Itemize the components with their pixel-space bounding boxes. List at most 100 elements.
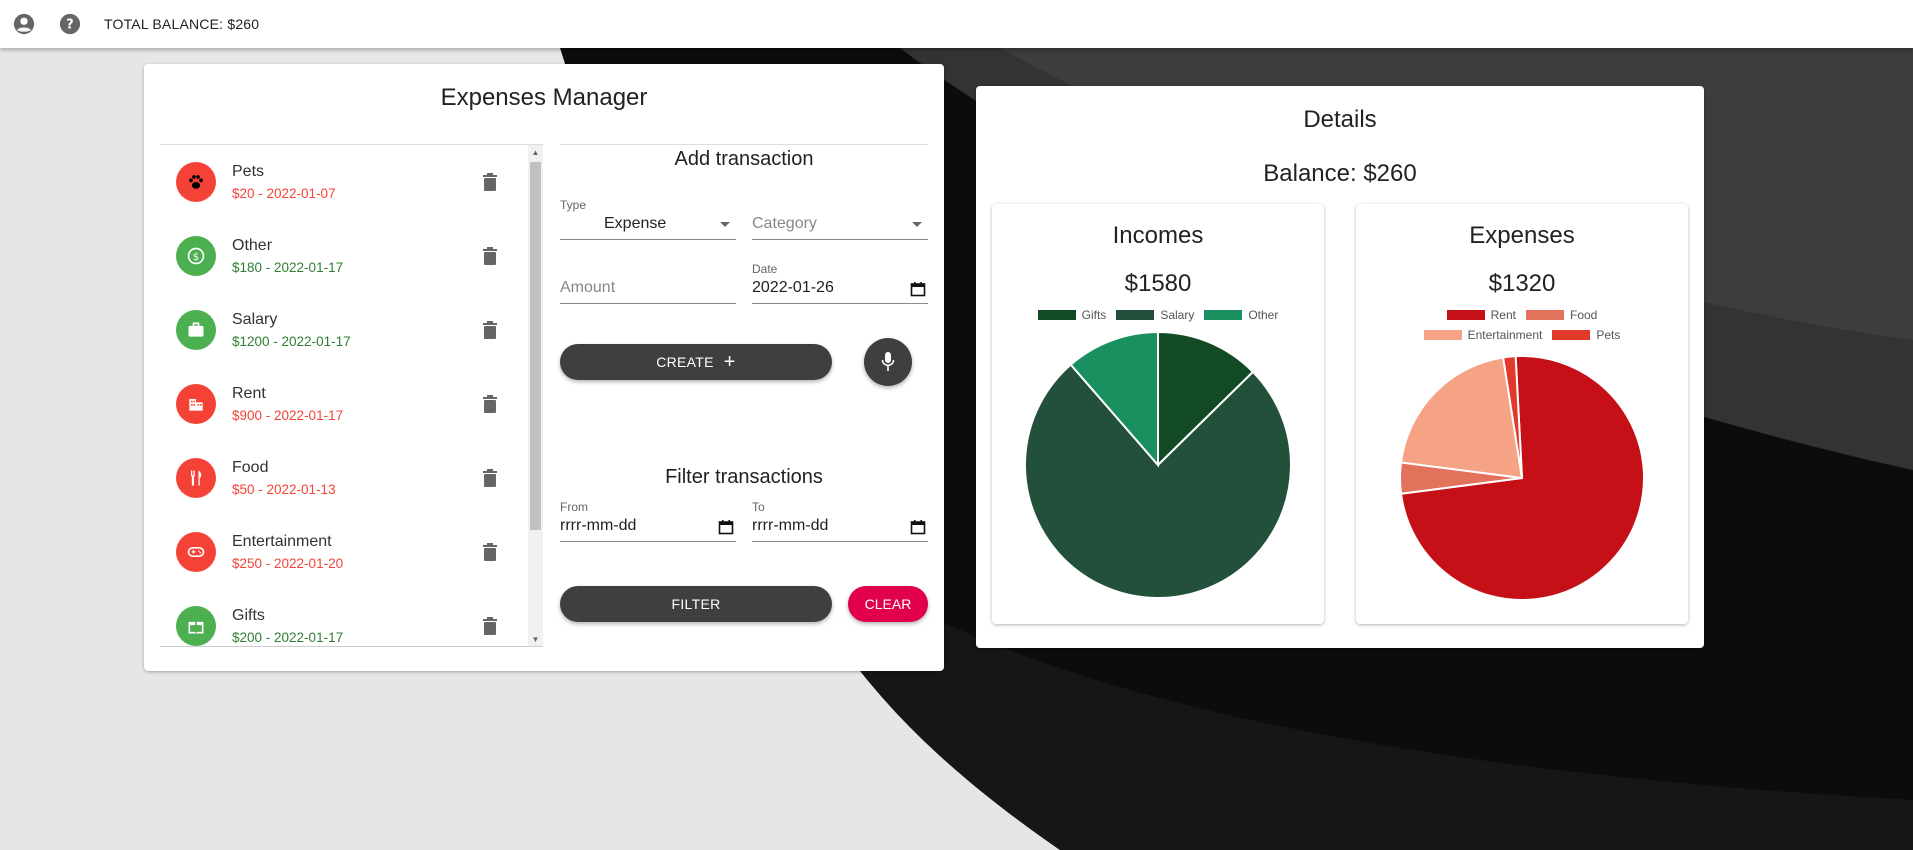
divider xyxy=(160,144,543,145)
legend-swatch xyxy=(1423,330,1462,340)
transaction-name: Salary xyxy=(232,311,278,328)
category-select[interactable]: Category xyxy=(752,210,928,240)
legend-label: Pets xyxy=(1596,328,1621,342)
transaction-amount-date: $200 - 2022-01-17 xyxy=(232,630,344,645)
legend-item[interactable]: Pets xyxy=(1552,328,1620,342)
incomes-pie-chart xyxy=(1024,330,1292,599)
incomes-card: Incomes $1580 Gifts Salary Other xyxy=(992,204,1324,624)
from-date-field[interactable]: rrrr-mm-dd xyxy=(560,512,736,542)
legend-item[interactable]: Rent xyxy=(1446,308,1516,322)
from-date-value: rrrr-mm-dd xyxy=(560,517,637,534)
legend-label: Gifts xyxy=(1081,308,1107,322)
help-icon[interactable]: ? xyxy=(58,12,82,36)
incomes-title: Incomes xyxy=(1112,222,1204,249)
legend-swatch xyxy=(1446,310,1485,320)
delete-icon[interactable] xyxy=(478,392,502,416)
scroll-down-arrow-icon[interactable]: ▼ xyxy=(531,635,540,644)
paw-icon xyxy=(176,162,216,202)
building-icon xyxy=(176,384,216,424)
incomes-legend: Gifts Salary Other xyxy=(992,308,1324,322)
transaction-list[interactable]: Pets $20 - 2022-01-07 $ Other $180 - 202… xyxy=(160,145,543,647)
delete-icon[interactable] xyxy=(478,614,502,638)
delete-icon[interactable] xyxy=(478,170,502,194)
clear-button[interactable]: CLEAR xyxy=(848,586,928,622)
plus-icon: + xyxy=(723,351,736,373)
legend-swatch xyxy=(1116,310,1155,320)
delete-icon[interactable] xyxy=(478,540,502,564)
category-placeholder: Category xyxy=(752,215,817,232)
list-item[interactable]: Pets $20 - 2022-01-07 xyxy=(160,145,510,219)
scroll-up-arrow-icon[interactable]: ▲ xyxy=(531,148,540,157)
calendar-icon[interactable] xyxy=(718,519,734,535)
to-date-value: rrrr-mm-dd xyxy=(752,517,829,534)
delete-icon[interactable] xyxy=(478,318,502,342)
date-label: Date xyxy=(752,262,778,276)
delete-icon[interactable] xyxy=(478,466,502,490)
expenses-title: Expenses xyxy=(1469,222,1575,249)
total-balance: TOTAL BALANCE: $260 xyxy=(104,16,260,32)
legend-item[interactable]: Food xyxy=(1526,308,1597,322)
calendar-icon[interactable] xyxy=(910,519,926,535)
transaction-amount-date: $20 - 2022-01-07 xyxy=(232,186,336,201)
to-date-field[interactable]: rrrr-mm-dd xyxy=(752,512,928,542)
from-label: From xyxy=(560,500,588,514)
list-item[interactable]: $ Other $180 - 2022-01-17 xyxy=(160,219,510,293)
transaction-name: Food xyxy=(232,459,269,476)
legend-label: Other xyxy=(1248,308,1279,322)
list-item[interactable]: Rent $900 - 2022-01-17 xyxy=(160,367,510,441)
pie-slice-gifts[interactable] xyxy=(1157,330,1255,468)
delete-icon[interactable] xyxy=(478,244,502,268)
details-title: Details xyxy=(1303,106,1377,133)
svg-text:$: $ xyxy=(193,252,199,263)
expenses-pie-chart xyxy=(1399,355,1645,601)
type-value: Expense xyxy=(604,215,667,232)
gamepad-icon xyxy=(176,532,216,572)
transaction-amount-date: $1200 - 2022-01-17 xyxy=(232,334,351,349)
pie-slice-other[interactable] xyxy=(1069,330,1159,468)
type-select[interactable]: Expense xyxy=(560,210,736,240)
pie-slice-entertainment[interactable] xyxy=(1399,356,1524,480)
filter-transactions-title: Filter transactions xyxy=(665,466,823,488)
list-scrollbar[interactable]: ▲ ▼ xyxy=(528,145,543,646)
filter-button[interactable]: FILTER xyxy=(560,586,832,622)
manager-title: Expenses Manager xyxy=(440,84,648,111)
create-button[interactable]: CREATE + xyxy=(560,344,832,380)
chevron-down-icon xyxy=(912,222,922,227)
filter-button-label: FILTER xyxy=(671,596,721,612)
account-icon[interactable] xyxy=(12,12,36,36)
legend-item[interactable]: Salary xyxy=(1116,308,1194,322)
date-value: 2022-01-26 xyxy=(752,279,834,296)
legend-item[interactable]: Other xyxy=(1204,308,1278,322)
scroll-thumb[interactable] xyxy=(530,162,541,530)
add-transaction-title: Add transaction xyxy=(674,148,814,170)
app-bar: ? TOTAL BALANCE: $260 xyxy=(0,0,1913,48)
amount-field[interactable]: Amount xyxy=(560,274,736,304)
transaction-amount-date: $50 - 2022-01-13 xyxy=(232,482,336,497)
list-item[interactable]: Salary $1200 - 2022-01-17 xyxy=(160,293,510,367)
date-field[interactable]: 2022-01-26 xyxy=(752,274,928,304)
amount-placeholder: Amount xyxy=(560,279,616,296)
transaction-name: Other xyxy=(232,237,273,254)
transaction-name: Gifts xyxy=(232,607,265,624)
legend-swatch xyxy=(1526,310,1564,320)
incomes-total: $1580 xyxy=(1124,270,1192,297)
pie-slice-salary[interactable] xyxy=(1024,363,1292,599)
legend-item[interactable]: Entertainment xyxy=(1423,328,1543,342)
legend-swatch xyxy=(1204,310,1243,320)
create-button-label: CREATE xyxy=(656,354,714,370)
legend-item[interactable]: Gifts xyxy=(1037,308,1107,322)
transaction-amount-date: $250 - 2022-01-20 xyxy=(232,556,344,571)
briefcase-icon xyxy=(176,310,216,350)
legend-label: Food xyxy=(1570,308,1598,322)
list-item[interactable]: Gifts $200 - 2022-01-17 xyxy=(160,589,510,646)
divider xyxy=(560,144,928,145)
legend-label: Entertainment xyxy=(1467,328,1543,342)
list-item[interactable]: Entertainment $250 - 2022-01-20 xyxy=(160,515,510,589)
utensils-icon xyxy=(176,458,216,498)
microphone-button[interactable] xyxy=(864,338,912,386)
calendar-icon[interactable] xyxy=(910,281,926,297)
list-item[interactable]: Food $50 - 2022-01-13 xyxy=(160,441,510,515)
pie-slice-pets[interactable] xyxy=(1501,355,1523,479)
expenses-card: Expenses $1320 Rent Food Entertainment Pets xyxy=(1356,204,1688,624)
details-balance: Balance: $260 xyxy=(1263,160,1417,187)
